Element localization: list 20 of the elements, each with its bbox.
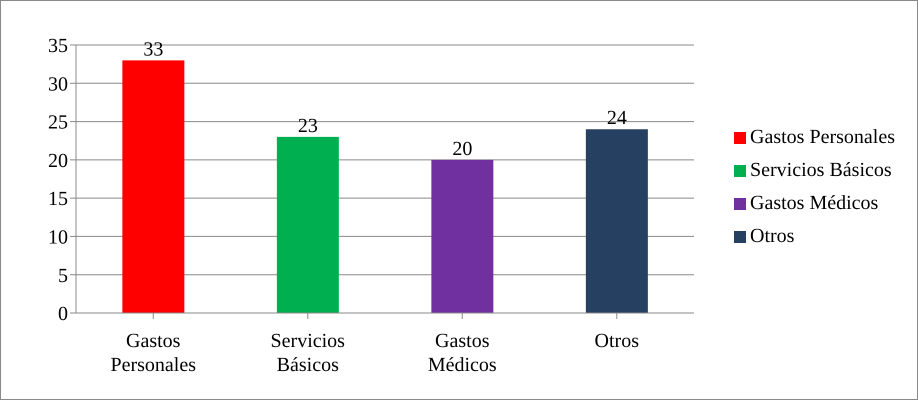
x-tick-label: Otros [594,330,640,352]
legend-label: Servicios Básicos [750,159,892,181]
x-tick-label: Gastos Personales [110,330,196,376]
x-tick-label: Gastos Médicos [428,330,497,376]
y-tick-label: 30 [48,73,68,96]
y-tick-label: 10 [48,226,68,249]
y-tick-label: 25 [48,112,68,134]
data-label: 33 [143,38,164,60]
y-tick-label: 20 [48,150,68,172]
data-label: 20 [452,138,472,160]
legend-label: Gastos Médicos [750,192,878,214]
legend-label: Gastos Personales [750,126,895,148]
legend-label: Otros [750,225,794,247]
x-tick-label: Servicios Básicos [270,330,346,376]
y-tick-label: 15 [48,188,68,210]
y-tick-label: 5 [58,264,68,287]
y-tick-label: 35 [48,35,68,58]
y-tick-label: 0 [58,303,68,326]
data-label: 24 [606,107,627,130]
data-label: 23 [298,114,318,137]
